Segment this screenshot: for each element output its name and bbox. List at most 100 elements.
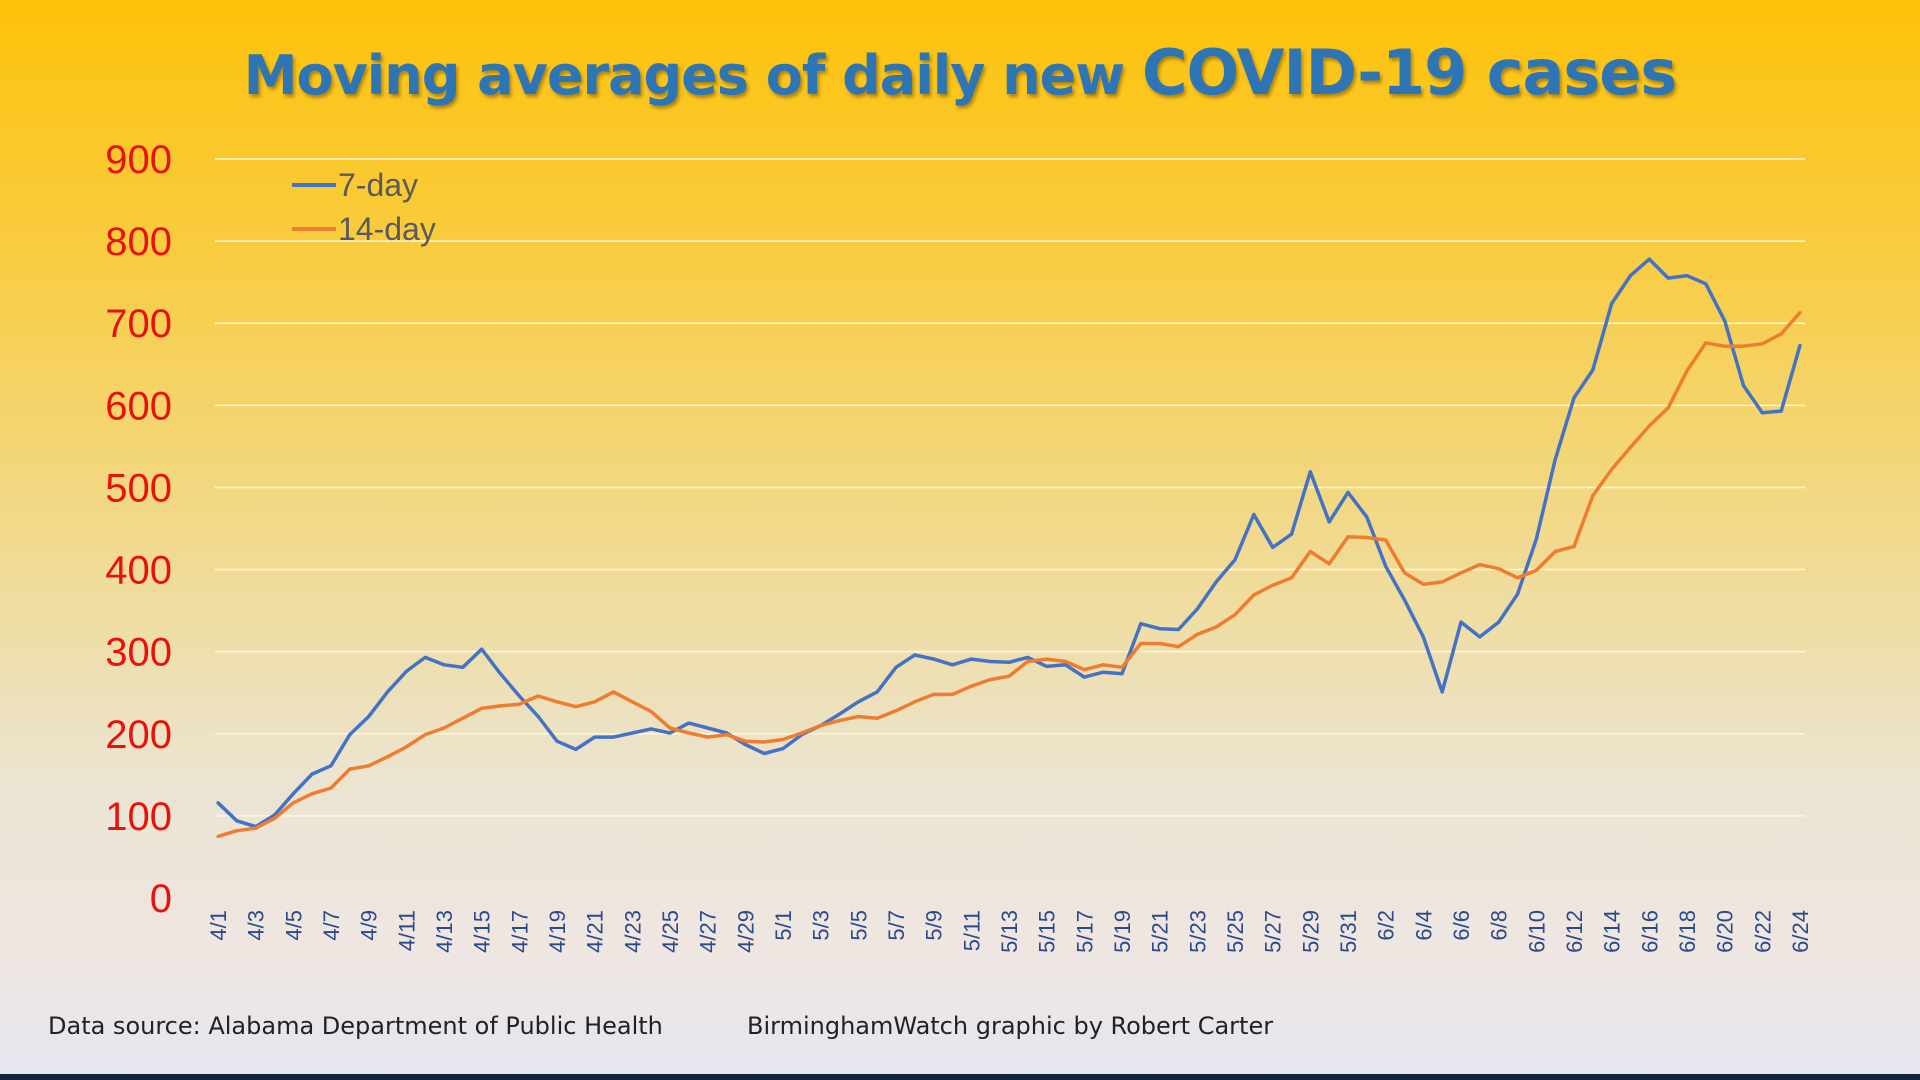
data-point-7-day (1082, 675, 1086, 679)
data-point-14-day (1158, 641, 1162, 646)
data-point-7-day (1779, 409, 1783, 413)
data-point-14-day (668, 726, 672, 730)
x-tick-label: 5/21 (1148, 910, 1173, 953)
data-point-14-day (310, 792, 314, 796)
data-point-14-day (1289, 576, 1294, 580)
x-tick-label: 4/15 (470, 910, 495, 953)
x-tick-label: 4/25 (658, 910, 683, 953)
data-point-7-day (1459, 620, 1463, 624)
data-point-14-day (517, 702, 521, 706)
x-tick-label: 5/25 (1223, 910, 1248, 953)
x-tick-label: 4/21 (583, 910, 608, 953)
data-point-14-day (706, 735, 710, 739)
data-point-14-day (743, 739, 747, 743)
data-point-7-day (1647, 257, 1651, 261)
data-point-14-day (254, 826, 258, 830)
data-point-7-day (536, 714, 540, 719)
data-point-14-day (216, 834, 220, 839)
data-point-14-day (291, 801, 295, 805)
x-tick-label: 4/27 (696, 910, 721, 953)
x-tick-label: 4/1 (206, 910, 231, 941)
data-point-14-day (1666, 406, 1670, 410)
data-point-7-day (480, 647, 484, 651)
data-point-7-day (875, 690, 879, 694)
x-tick-label: 6/18 (1675, 910, 1700, 953)
data-point-14-day (988, 677, 992, 682)
data-point-7-day (1666, 276, 1670, 280)
data-point-7-day (1045, 664, 1049, 669)
data-point-14-day (1402, 571, 1407, 575)
data-point-14-day (1365, 535, 1369, 540)
data-point-7-day (1233, 558, 1237, 562)
data-point-14-day (1327, 562, 1331, 566)
data-point-14-day (404, 745, 408, 749)
data-point-14-day (423, 732, 427, 737)
data-point-14-day (1741, 344, 1746, 348)
data-point-7-day (950, 663, 955, 667)
x-tick-label: 5/5 (846, 910, 871, 941)
x-tick-label: 6/14 (1600, 910, 1625, 953)
data-point-14-day (1176, 645, 1181, 649)
data-point-7-day (932, 657, 936, 661)
y-tick-label: 100 (105, 795, 172, 839)
data-point-14-day (1026, 659, 1030, 664)
x-tick-label: 5/3 (809, 910, 834, 941)
data-point-7-day (442, 663, 446, 667)
x-tick-label: 5/31 (1336, 910, 1361, 953)
data-point-14-day (1553, 549, 1557, 554)
data-point-7-day (668, 731, 672, 735)
data-point-7-day (1704, 282, 1708, 286)
data-point-7-day (1346, 490, 1350, 494)
data-point-7-day (1271, 545, 1275, 549)
data-point-7-day (1685, 273, 1689, 278)
x-tick-label: 6/4 (1411, 910, 1436, 941)
y-tick-label: 300 (105, 631, 172, 675)
data-point-14-day (819, 723, 823, 728)
y-tick-label: 500 (105, 466, 172, 510)
bottom-bar (0, 1074, 1920, 1080)
data-point-14-day (498, 704, 503, 708)
data-point-7-day (291, 792, 295, 796)
x-tick-label: 6/20 (1713, 910, 1738, 953)
x-tick-label: 5/9 (922, 910, 947, 941)
data-point-14-day (1045, 657, 1049, 661)
data-point-14-day (329, 786, 333, 790)
data-point-14-day (348, 767, 352, 771)
data-point-7-day (1365, 515, 1369, 519)
data-point-7-day (1572, 396, 1576, 400)
data-point-14-day (1233, 613, 1237, 617)
x-tick-label: 5/29 (1298, 910, 1323, 953)
data-point-7-day (404, 669, 408, 673)
data-point-14-day (536, 694, 540, 698)
y-tick-label: 600 (105, 384, 172, 428)
data-point-14-day (1628, 445, 1633, 449)
data-point-14-day (235, 829, 239, 833)
data-point-7-day (1402, 598, 1407, 602)
data-point-7-day (1760, 411, 1764, 415)
chart-title: Moving averages of daily new COVID-19 ca… (0, 36, 1920, 109)
series-lines (216, 257, 1802, 839)
data-point-14-day (724, 732, 729, 737)
data-point-7-day (1327, 520, 1331, 524)
x-tick-label: 6/2 (1374, 910, 1399, 941)
data-point-14-day (649, 710, 653, 714)
data-point-14-day (1082, 668, 1086, 672)
data-point-7-day (1252, 512, 1256, 517)
data-point-14-day (1308, 549, 1312, 554)
x-tick-label: 5/13 (997, 910, 1022, 953)
y-tick-label: 200 (105, 713, 172, 757)
x-tick-label: 5/27 (1261, 910, 1286, 953)
x-tick-label: 6/16 (1637, 910, 1662, 953)
x-tick-label: 4/23 (620, 910, 645, 953)
data-point-14-day (1515, 576, 1520, 580)
data-point-14-day (1346, 535, 1350, 539)
data-point-7-day (593, 735, 597, 739)
data-point-7-day (1195, 607, 1199, 611)
x-tick-label: 6/12 (1562, 910, 1587, 953)
data-point-7-day (913, 653, 917, 657)
data-point-7-day (517, 694, 521, 698)
x-tick-label: 5/1 (771, 910, 796, 941)
series-line-14-day (217, 311, 1802, 839)
title-part-1: Moving averages of daily new (243, 44, 1142, 107)
data-point-7-day (461, 665, 465, 669)
